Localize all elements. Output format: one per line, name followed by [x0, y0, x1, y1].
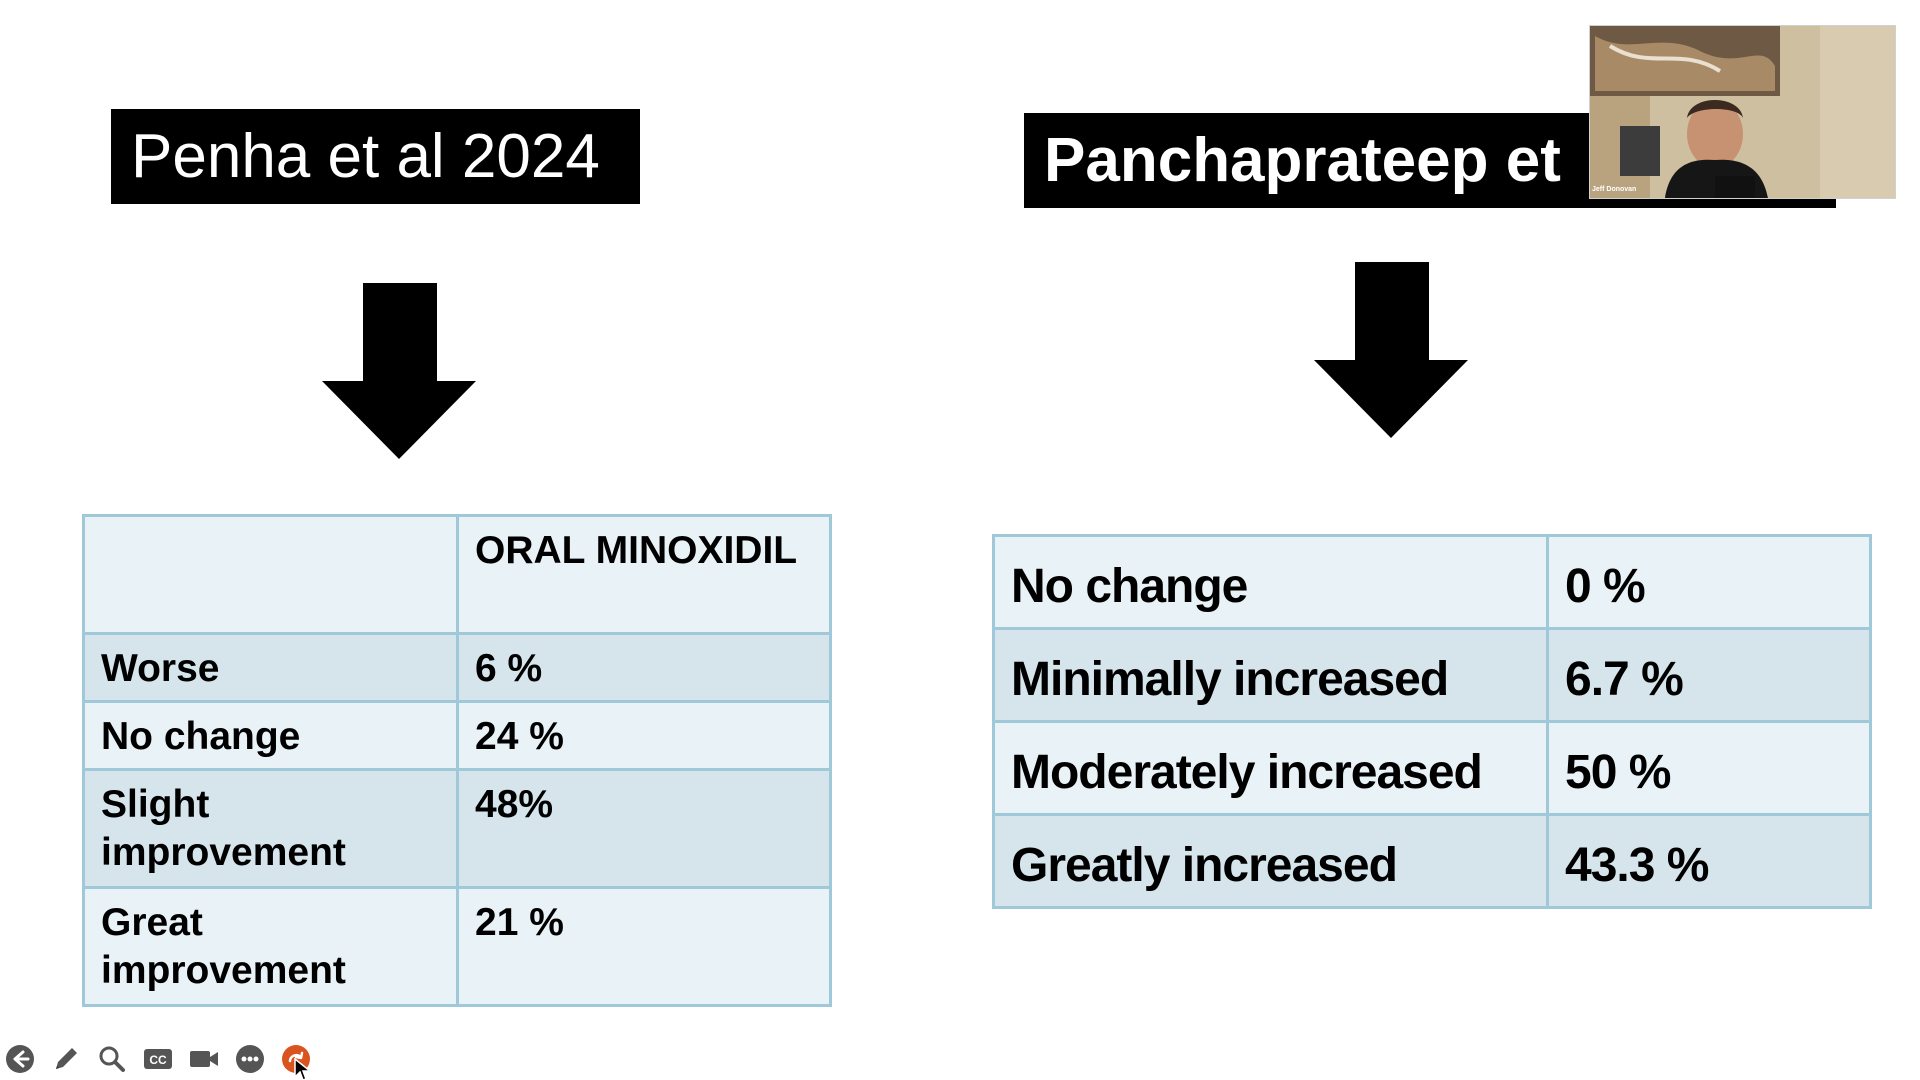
webcam-scene [1590, 26, 1895, 198]
row-label: No change [82, 700, 459, 771]
table-header-row: ORAL MINOXIDIL [82, 514, 832, 635]
row-value: 0 % [1546, 534, 1872, 630]
row-label: Slight improvement [82, 768, 459, 889]
row-label: Minimally increased [992, 627, 1549, 723]
left-title: Penha et al 2024 [111, 109, 640, 204]
back-button[interactable] [4, 1043, 36, 1075]
table-row: Minimally increased 6.7 % [992, 627, 1872, 723]
header-cell-empty [82, 514, 459, 635]
down-arrow-right-icon [1314, 262, 1468, 438]
camera-icon [190, 1051, 218, 1067]
presenter-toolbar: CC [4, 1043, 312, 1075]
table-row: Great improvement 21 % [82, 886, 832, 1007]
row-label: Great improvement [82, 886, 459, 1007]
zoom-button[interactable] [96, 1043, 128, 1075]
more-icon [236, 1045, 264, 1073]
row-label: Moderately increased [992, 720, 1549, 816]
table-row: Greatly increased 43.3 % [992, 813, 1872, 909]
captions-icon: CC [144, 1049, 172, 1069]
table-row: Moderately increased 50 % [992, 720, 1872, 816]
table-row: Slight improvement 48% [82, 768, 832, 889]
pen-icon [56, 1048, 77, 1069]
panchaprateep-results-table: No change 0 % Minimally increased 6.7 % … [992, 534, 1872, 909]
row-label: No change [992, 534, 1549, 630]
row-label: Worse [82, 632, 459, 703]
captions-button[interactable]: CC [142, 1043, 174, 1075]
webcam-name-label: Jeff Donovan [1592, 186, 1637, 193]
down-arrow-left-icon [322, 283, 476, 459]
table-row: Worse 6 % [82, 632, 832, 703]
row-value: 6 % [456, 632, 832, 703]
penha-results-table: ORAL MINOXIDIL Worse 6 % No change 24 % … [82, 514, 832, 1007]
pen-button[interactable] [50, 1043, 82, 1075]
more-options-button[interactable] [234, 1043, 266, 1075]
row-value: 48% [456, 768, 832, 889]
table-row: No change 0 % [992, 534, 1872, 630]
mouse-cursor-icon [294, 1058, 312, 1080]
header-cell-oral-minoxidil: ORAL MINOXIDIL [456, 514, 832, 635]
row-value: 50 % [1546, 720, 1872, 816]
row-label: Greatly increased [992, 813, 1549, 909]
svg-text:CC: CC [149, 1053, 167, 1067]
row-value: 21 % [456, 886, 832, 1007]
zoom-icon [99, 1046, 125, 1072]
row-value: 24 % [456, 700, 832, 771]
table-row: No change 24 % [82, 700, 832, 771]
back-icon [6, 1045, 34, 1073]
row-value: 43.3 % [1546, 813, 1872, 909]
webcam-video-feed[interactable]: Jeff Donovan [1589, 25, 1896, 199]
row-value: 6.7 % [1546, 627, 1872, 723]
camera-button[interactable] [188, 1043, 220, 1075]
